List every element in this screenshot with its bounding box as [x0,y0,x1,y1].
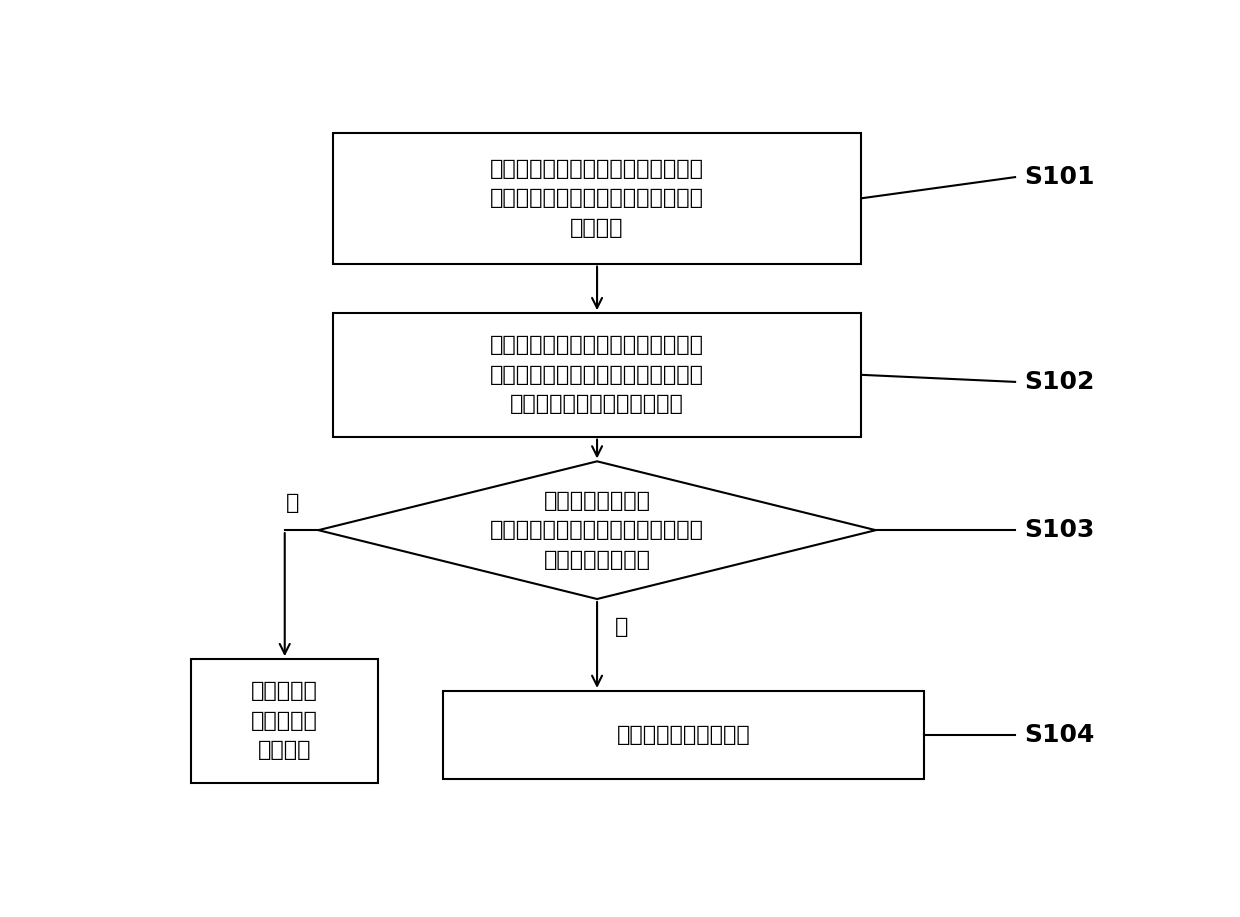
Text: 判断预存的步态信
息库中是否存在与目标步态信息相匹
配的预设步态信息: 判断预存的步态信 息库中是否存在与目标步态信息相匹 配的预设步态信息 [490,491,704,569]
FancyBboxPatch shape [444,691,924,779]
FancyBboxPatch shape [191,659,378,782]
Text: 当检测到目标智能鞋具存在与目标智
能门锁进行校验的动作时，接收目标
智能鞋具返回的目标步态信息: 当检测到目标智能鞋具存在与目标智 能门锁进行校验的动作时，接收目标 智能鞋具返回… [490,336,704,414]
Text: S104: S104 [1024,723,1095,747]
Polygon shape [319,461,875,599]
Text: 是: 是 [614,616,627,636]
FancyBboxPatch shape [332,313,862,436]
Text: 控制目标智能门锁打开: 控制目标智能门锁打开 [616,725,750,745]
Text: 当检测到满足预设条件的目标智能鞋
具时，向目标智能鞋具发送步态信息
获取指令: 当检测到满足预设条件的目标智能鞋 具时，向目标智能鞋具发送步态信息 获取指令 [490,159,704,238]
Text: S103: S103 [1024,518,1095,542]
Text: S101: S101 [1024,165,1095,189]
FancyBboxPatch shape [332,133,862,263]
Text: S102: S102 [1024,370,1095,394]
Text: 保持目标智
能门锁处于
锁定状态: 保持目标智 能门锁处于 锁定状态 [252,681,319,760]
Text: 否: 否 [285,492,299,513]
